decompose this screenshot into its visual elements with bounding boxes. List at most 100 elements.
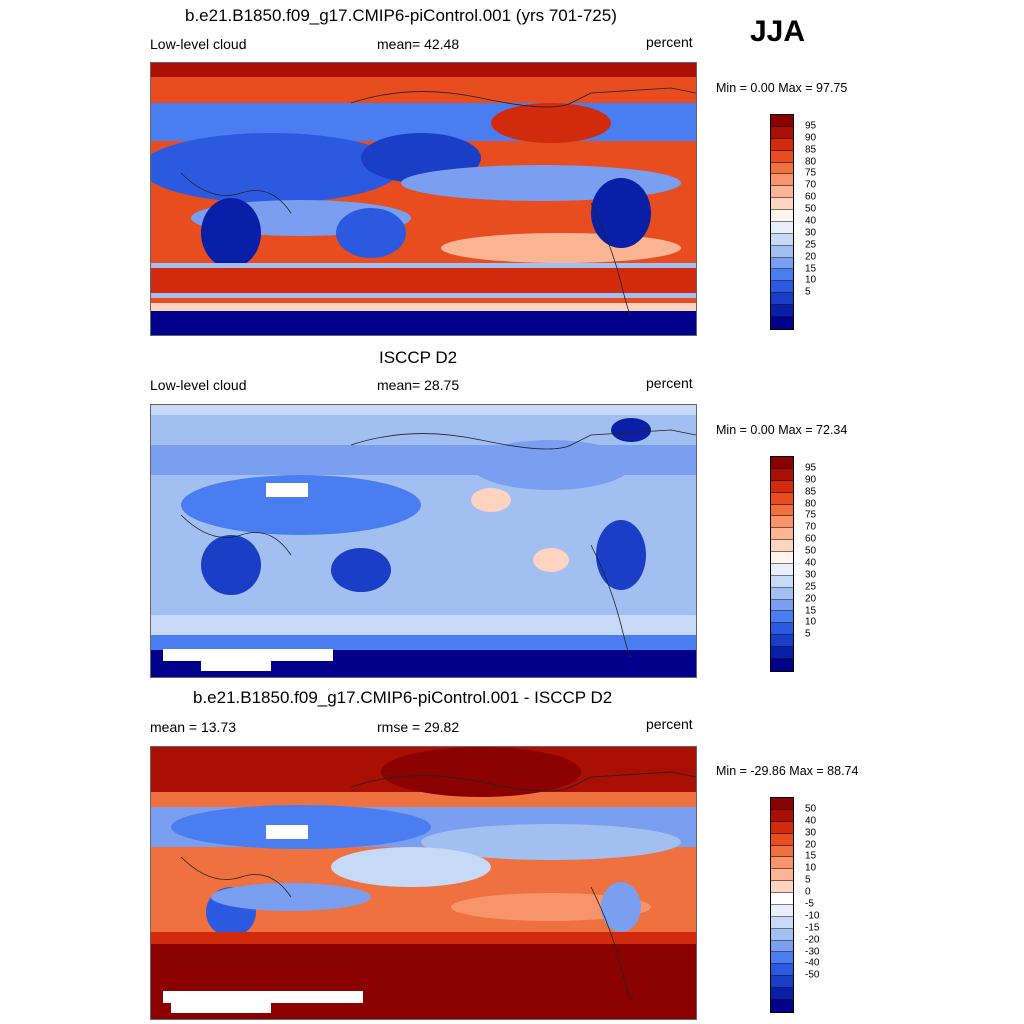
colorbar-level-label: -15	[805, 922, 820, 934]
colorbar-swatch	[771, 988, 793, 1000]
season-label: JJA	[750, 15, 806, 48]
colorbar-swatch	[771, 845, 793, 858]
colorbar-level-label: 75	[805, 509, 817, 521]
panel-3-map	[150, 746, 697, 1020]
panel-3-units-label: percent	[646, 716, 693, 732]
panel-2-minmax: Min = 0.00 Max = 72.34	[716, 423, 848, 437]
colorbar-level-label: 85	[805, 144, 817, 156]
colorbar-swatch	[771, 623, 793, 636]
panel-1-colorbar	[770, 114, 794, 330]
colorbar-swatch	[771, 821, 793, 834]
panel-1-units-label: percent	[646, 34, 693, 50]
colorbar-level-label: 90	[805, 474, 817, 486]
colorbar-level-label: 20	[805, 593, 817, 605]
colorbar-swatch	[771, 269, 793, 282]
panel-2-colorbar	[770, 456, 794, 672]
colorbar-level-label: 50	[805, 545, 817, 557]
colorbar-level-label: 5	[805, 628, 811, 640]
colorbar-level-label: 20	[805, 839, 817, 851]
colorbar-level-label: -40	[805, 957, 820, 969]
colorbar-level-label: 5	[805, 286, 811, 298]
colorbar-swatch	[771, 599, 793, 612]
colorbar-level-label: 30	[805, 827, 817, 839]
colorbar-swatch	[771, 162, 793, 175]
colorbar-swatch	[771, 904, 793, 917]
panel-3-title: b.e21.B1850.f09_g17.CMIP6-piControl.001 …	[193, 688, 613, 707]
colorbar-swatch	[771, 492, 793, 505]
colorbar-swatch	[771, 833, 793, 846]
colorbar-swatch	[771, 857, 793, 870]
colorbar-swatch	[771, 305, 793, 317]
colorbar-level-label: 60	[805, 191, 817, 203]
colorbar-swatch	[771, 293, 793, 305]
colorbar-swatch	[771, 468, 793, 481]
colorbar-swatch	[771, 281, 793, 294]
colorbar-swatch	[771, 575, 793, 588]
colorbar-level-label: 15	[805, 850, 817, 862]
colorbar-level-label: 10	[805, 274, 817, 286]
colorbar-level-label: 50	[805, 203, 817, 215]
panel-2-variable-label: Low-level cloud	[150, 377, 247, 393]
colorbar-swatch	[771, 174, 793, 187]
colorbar-swatch	[771, 186, 793, 199]
colorbar-level-label: 25	[805, 239, 817, 251]
panel-1-title: b.e21.B1850.f09_g17.CMIP6-piControl.001 …	[185, 6, 617, 25]
colorbar-swatch	[771, 881, 793, 893]
colorbar-swatch	[771, 809, 793, 822]
colorbar-swatch	[771, 563, 793, 576]
colorbar-level-label: 40	[805, 557, 817, 569]
panel-2-title: ISCCP D2	[379, 348, 458, 367]
colorbar-swatch	[771, 540, 793, 552]
colorbar-level-label: 80	[805, 498, 817, 510]
colorbar-level-label: 70	[805, 179, 817, 191]
panel-3-minmax: Min = -29.86 Max = 88.74	[716, 764, 859, 778]
colorbar-swatch	[771, 952, 793, 965]
colorbar-level-label: 80	[805, 156, 817, 168]
colorbar-swatch	[771, 611, 793, 624]
colorbar-swatch	[771, 257, 793, 270]
colorbar-swatch	[771, 516, 793, 529]
colorbar-level-label: 0	[805, 886, 811, 898]
colorbar-level-label: 20	[805, 251, 817, 263]
colorbar-level-label: 90	[805, 132, 817, 144]
colorbar-level-label: 85	[805, 486, 817, 498]
colorbar-level-label: 30	[805, 569, 817, 581]
panel-1-minmax: Min = 0.00 Max = 97.75	[716, 81, 848, 95]
colorbar-level-label: 10	[805, 862, 817, 874]
colorbar-level-label: -5	[805, 898, 814, 910]
colorbar-swatch	[771, 126, 793, 139]
colorbar-swatch	[771, 552, 793, 564]
colorbar-swatch	[771, 198, 793, 210]
colorbar-swatch	[771, 221, 793, 234]
colorbar-level-label: 5	[805, 874, 811, 886]
colorbar-swatch	[771, 647, 793, 659]
colorbar-swatch	[771, 528, 793, 541]
colorbar-swatch	[771, 316, 793, 329]
colorbar-swatch	[771, 233, 793, 246]
colorbar-swatch	[771, 587, 793, 600]
colorbar-level-label: 30	[805, 227, 817, 239]
colorbar-level-label: 10	[805, 616, 817, 628]
colorbar-level-label: 50	[805, 803, 817, 815]
colorbar-swatch	[771, 245, 793, 258]
colorbar-swatch	[771, 964, 793, 977]
colorbar-swatch	[771, 457, 793, 469]
colorbar-swatch	[771, 480, 793, 493]
panel-3-rmse-label: rmse = 29.82	[377, 719, 460, 735]
panel-3-colorbar	[770, 797, 794, 1013]
colorbar-swatch	[771, 150, 793, 163]
colorbar-level-label: -30	[805, 946, 820, 958]
colorbar-swatch	[771, 928, 793, 941]
colorbar-level-label: -20	[805, 934, 820, 946]
panel-2-units-label: percent	[646, 375, 693, 391]
colorbar-swatch	[771, 115, 793, 127]
colorbar-swatch	[771, 916, 793, 929]
colorbar-level-label: 40	[805, 815, 817, 827]
colorbar-level-label: -50	[805, 969, 820, 981]
colorbar-swatch	[771, 940, 793, 953]
colorbar-level-label: 95	[805, 120, 817, 132]
colorbar-level-label: 15	[805, 605, 817, 617]
colorbar-level-label: 95	[805, 462, 817, 474]
colorbar-swatch	[771, 869, 793, 882]
colorbar-level-label: 75	[805, 167, 817, 179]
